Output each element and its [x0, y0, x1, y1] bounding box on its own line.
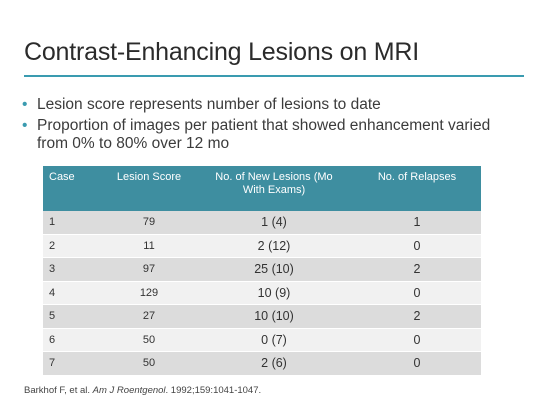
table-row: 5 27 10 (10) 2 — [43, 304, 481, 329]
cell-case: 5 — [43, 304, 103, 329]
cell-lesion-score: 79 — [103, 211, 195, 235]
cell-lesion-score: 97 — [103, 257, 195, 282]
cell-new-lesions: 1 (4) — [195, 211, 353, 235]
bullet-text: Lesion score represents number of lesion… — [37, 96, 381, 113]
cell-lesion-score: 50 — [103, 328, 195, 352]
table-row: 6 50 0 (7) 0 — [43, 328, 481, 352]
cell-relapses: 0 — [353, 281, 481, 305]
header-case: Case — [43, 166, 103, 211]
citation-authors: Barkhof F, et al. — [24, 385, 93, 396]
cell-relapses: 0 — [353, 351, 481, 376]
bullet-list: • Lesion score represents number of lesi… — [22, 96, 522, 156]
cell-case: 2 — [43, 234, 103, 258]
cell-case: 3 — [43, 257, 103, 282]
bullet-text: Proportion of images per patient that sh… — [37, 117, 491, 152]
cell-new-lesions: 2 (6) — [195, 351, 353, 376]
cell-case: 1 — [43, 211, 103, 235]
cell-lesion-score: 27 — [103, 304, 195, 329]
header-relapses: No. of Relapses — [353, 166, 481, 211]
table-row: 1 79 1 (4) 1 — [43, 211, 481, 235]
bullet-icon: • — [22, 96, 28, 113]
cell-relapses: 0 — [353, 234, 481, 258]
cell-relapses: 2 — [353, 257, 481, 282]
header-new-lesions: No. of New Lesions (Mo With Exams) — [195, 166, 353, 211]
cell-new-lesions: 10 (9) — [195, 281, 353, 305]
bullet-icon: • — [22, 117, 28, 134]
cell-lesion-score: 11 — [103, 234, 195, 258]
cell-new-lesions: 10 (10) — [195, 304, 353, 329]
slide-title: Contrast-Enhancing Lesions on MRI — [24, 38, 419, 66]
table-row: 2 11 2 (12) 0 — [43, 234, 481, 258]
citation-details: . 1992;159:1041-1047. — [165, 385, 262, 396]
bullet-item: • Proportion of images per patient that … — [22, 117, 522, 153]
table-row: 7 50 2 (6) 0 — [43, 351, 481, 376]
cell-lesion-score: 50 — [103, 351, 195, 376]
cell-new-lesions: 0 (7) — [195, 328, 353, 352]
cell-relapses: 0 — [353, 328, 481, 352]
cell-relapses: 1 — [353, 211, 481, 235]
table-row: 3 97 25 (10) 2 — [43, 257, 481, 282]
cell-case: 7 — [43, 351, 103, 376]
header-lesion-score: Lesion Score — [103, 166, 195, 211]
table-row: 4 129 10 (9) 0 — [43, 281, 481, 305]
cell-relapses: 2 — [353, 304, 481, 329]
citation: Barkhof F, et al. Am J Roentgenol. 1992;… — [24, 385, 261, 396]
lesions-table: Case Lesion Score No. of New Lesions (Mo… — [43, 166, 481, 376]
table-header-row: Case Lesion Score No. of New Lesions (Mo… — [43, 166, 481, 211]
title-divider — [24, 75, 524, 77]
cell-lesion-score: 129 — [103, 281, 195, 305]
cell-case: 4 — [43, 281, 103, 305]
bullet-item: • Lesion score represents number of lesi… — [22, 96, 522, 114]
cell-new-lesions: 2 (12) — [195, 234, 353, 258]
cell-new-lesions: 25 (10) — [195, 257, 353, 282]
cell-case: 6 — [43, 328, 103, 352]
citation-journal: Am J Roentgenol — [92, 385, 166, 396]
